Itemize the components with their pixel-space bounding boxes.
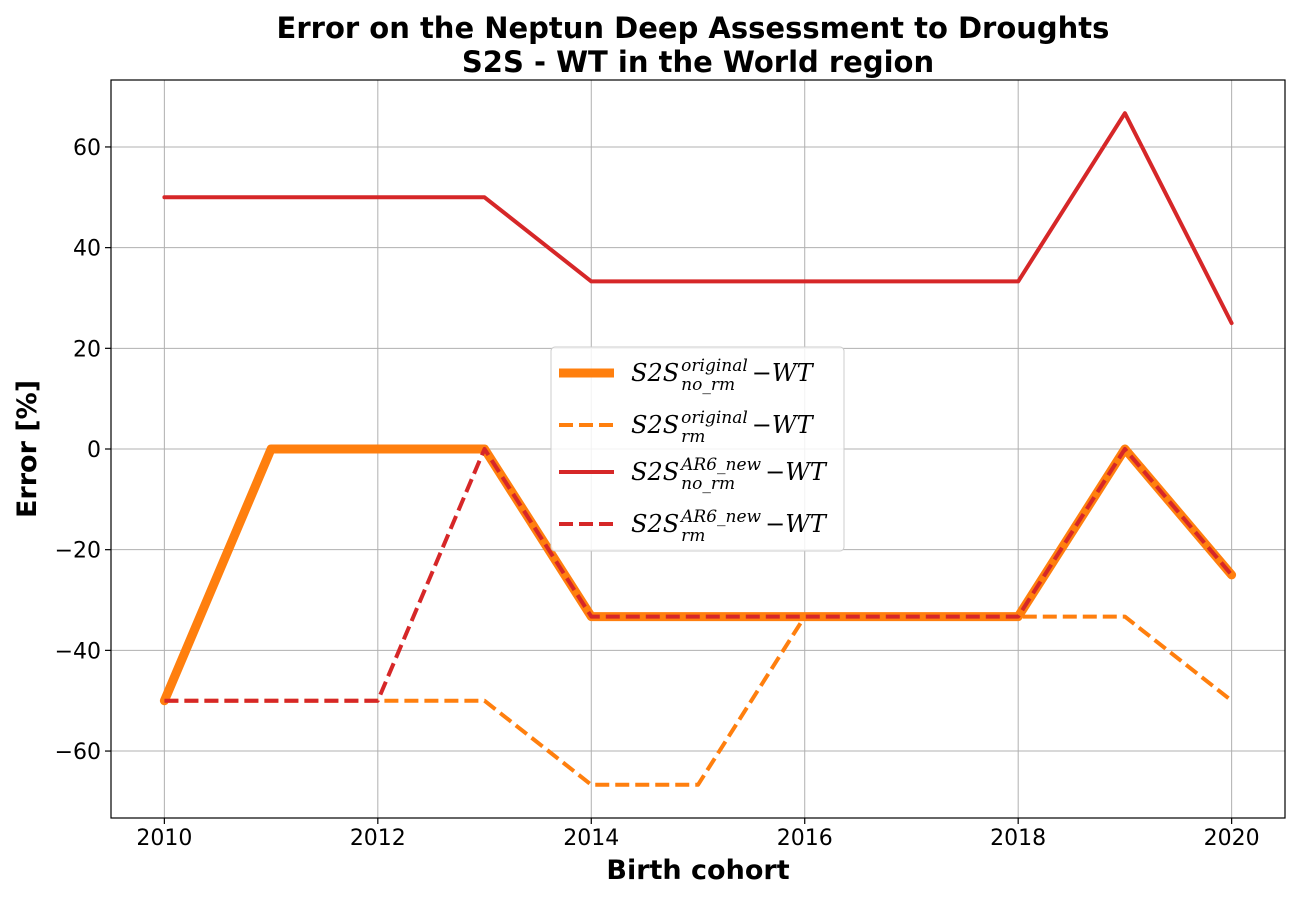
y-tick-label: 0 [87, 438, 101, 463]
y-tick-label: 20 [73, 337, 101, 362]
y-tick-label: −20 [55, 539, 101, 564]
x-tick-label: 2018 [990, 826, 1046, 851]
legend-label-0: S2S [631, 359, 679, 387]
ticks: 2010 2012 2014 2016 2018 2020 −60 −40 −20 0 20 40 60 [55, 136, 1260, 851]
legend-label-2: S2S [631, 458, 679, 486]
y-axis-label: Error [%] [12, 380, 43, 518]
x-tick-label: 2010 [136, 826, 192, 851]
series-line-2 [162, 111, 1234, 326]
legend-superscript-3: AR6_new [679, 507, 761, 527]
legend-suffix-3: −WT [765, 510, 828, 538]
legend-box [550, 346, 845, 552]
y-tick-label: 60 [73, 136, 101, 161]
legend-subscript-2: no_rm [681, 474, 735, 494]
series-line-1 [164, 614, 1233, 787]
x-axis-label: Birth cohort [606, 855, 789, 886]
legend-suffix-2: −WT [765, 458, 828, 486]
chart-title-line2: S2S - WT in the World region [462, 45, 934, 79]
legend-subscript-0: no_rm [681, 375, 735, 395]
legend-suffix-0: −WT [752, 359, 815, 387]
x-tick-label: 2016 [777, 826, 833, 851]
legend-label-3: S2S [631, 510, 679, 538]
chart-title-line1: Error on the Neptun Deep Assessment to D… [277, 11, 1110, 45]
legend-suffix-1: −WT [752, 411, 815, 439]
series-line-3 [164, 447, 1234, 703]
series-layer [159, 111, 1237, 787]
legend-superscript-1: original [681, 408, 748, 428]
x-tick-label: 2020 [1204, 826, 1260, 851]
y-tick-label: 40 [73, 237, 101, 262]
x-tick-label: 2012 [350, 826, 406, 851]
y-tick-label: −60 [55, 740, 101, 765]
legend-subscript-1: rm [681, 427, 705, 447]
legend-superscript-0: original [681, 356, 748, 376]
legend-superscript-2: AR6_new [679, 455, 761, 475]
x-tick-label: 2014 [563, 826, 619, 851]
y-tick-label: −40 [55, 639, 101, 664]
legend-subscript-3: rm [681, 526, 705, 546]
legend-label-1: S2S [631, 411, 679, 439]
